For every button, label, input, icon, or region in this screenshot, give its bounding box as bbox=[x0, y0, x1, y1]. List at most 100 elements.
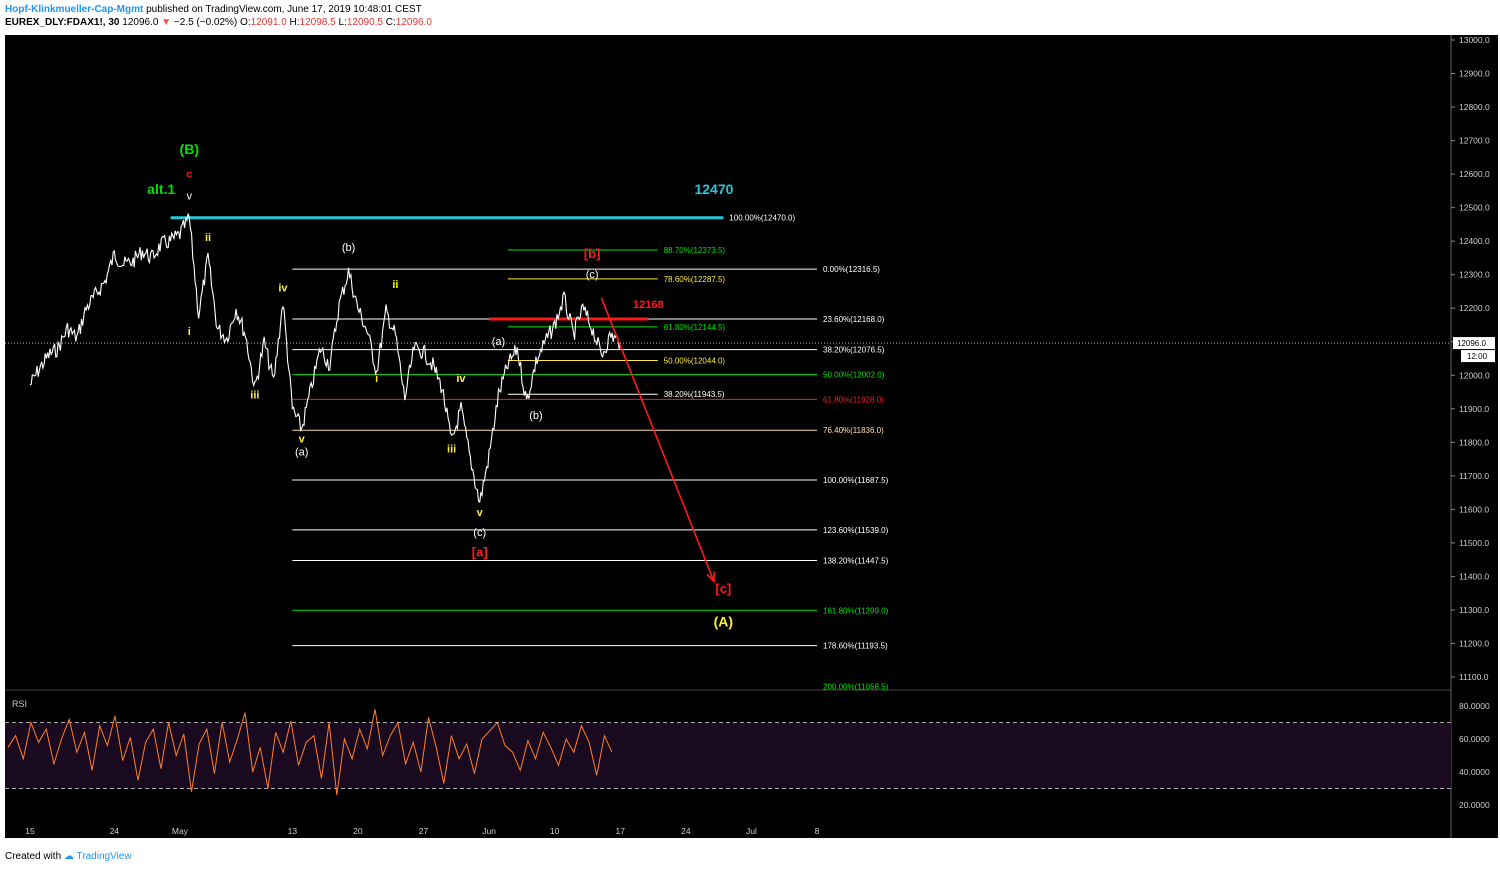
symbol-label: EUREX_DLY:FDAX1!, 30 bbox=[5, 17, 120, 28]
wave-label: iv bbox=[278, 282, 288, 294]
close-value: 12096.0 bbox=[395, 17, 432, 28]
wave-label: alt.1 bbox=[147, 181, 175, 197]
created-with-text: Created with bbox=[5, 851, 62, 862]
price-tick-label: 13000.0 bbox=[1459, 35, 1490, 45]
wave-label: (a) bbox=[492, 336, 505, 348]
rsi-title: RSI bbox=[12, 699, 27, 709]
price-tick-label: 11300.0 bbox=[1459, 605, 1489, 615]
price-tick-label: 12200.0 bbox=[1459, 303, 1490, 313]
last-price: 12096.0 bbox=[122, 17, 159, 28]
rsi-tick-label: 80.0000 bbox=[1459, 701, 1490, 711]
rsi-tick-label: 60.0000 bbox=[1459, 734, 1490, 744]
wave-label: iv bbox=[456, 373, 466, 385]
price-tick-label: 11500.0 bbox=[1459, 538, 1489, 548]
fib-level-label: 78.60%(12287.5) bbox=[664, 275, 726, 284]
open-label: O: bbox=[240, 17, 251, 28]
low-label: L: bbox=[338, 17, 347, 28]
price-tick-label: 12500.0 bbox=[1459, 203, 1490, 213]
header-publish-line: Hopf-Klinkmueller-Cap-Mgmt published on … bbox=[5, 4, 422, 15]
fib-level-label: 50.00%(12002.0) bbox=[823, 371, 885, 380]
fib-level-label: 100.00%(12470.0) bbox=[729, 214, 795, 223]
wave-label: ii bbox=[392, 279, 398, 291]
wave-label: iii bbox=[447, 443, 456, 455]
wave-label: v bbox=[187, 190, 193, 202]
author-link[interactable]: Hopf-Klinkmueller-Cap-Mgmt bbox=[5, 4, 144, 15]
price-tick-label: 12800.0 bbox=[1459, 102, 1490, 112]
price-tick-label: 11200.0 bbox=[1459, 638, 1489, 648]
tradingview-link[interactable]: TradingView bbox=[76, 851, 132, 862]
price-tick-label: 12900.0 bbox=[1459, 69, 1490, 79]
last-price-tag bbox=[1453, 337, 1495, 350]
wave-label: i bbox=[375, 373, 378, 385]
fib-level-label: 178.60%(11193.5) bbox=[823, 642, 888, 651]
fib-level-label: 200.00%(11058.5) bbox=[823, 683, 889, 692]
price-tick-label: 12400.0 bbox=[1459, 236, 1490, 246]
time-tick-label: 24 bbox=[110, 826, 120, 836]
time-tick-label: 24 bbox=[681, 826, 691, 836]
wave-label: (c) bbox=[586, 269, 599, 281]
fib-level-label: 61.80%(12144.5) bbox=[664, 323, 726, 332]
fib-level-label: 76.40%(11836.0) bbox=[823, 426, 884, 435]
price-tick-label: 11900.0 bbox=[1459, 404, 1489, 414]
high-value: 12098.5 bbox=[299, 17, 336, 28]
fib-level-label: 61.80%(11928.0) bbox=[823, 395, 884, 404]
time-axis-background bbox=[5, 820, 1498, 838]
fib-level-label: 138.20%(11447.5) bbox=[823, 556, 889, 565]
fib-level-label: 38.20%(12076.5) bbox=[823, 346, 885, 355]
footer: Created with ☁ TradingView bbox=[5, 851, 132, 862]
fib-level-label: 123.60%(11539.0) bbox=[823, 526, 889, 535]
price-tick-label: 11100.0 bbox=[1459, 672, 1489, 682]
price-axis-background bbox=[1451, 35, 1498, 820]
rsi-tick-label: 40.0000 bbox=[1459, 767, 1490, 777]
tradingview-logo-icon: ☁ bbox=[63, 851, 74, 862]
published-text: published on TradingView.com, June 17, 2… bbox=[146, 4, 422, 15]
rsi-tick-label: 20.0000 bbox=[1459, 800, 1490, 810]
wave-label: (b) bbox=[529, 410, 542, 422]
wave-label: iii bbox=[250, 390, 259, 402]
wave-label: (a) bbox=[295, 447, 308, 459]
close-label: C: bbox=[385, 17, 396, 28]
time-tick-label: 20 bbox=[353, 826, 363, 836]
low-value: 12090.5 bbox=[346, 17, 383, 28]
high-label: H: bbox=[289, 17, 300, 28]
rsi-line bbox=[7, 709, 613, 796]
wave-label: (A) bbox=[714, 614, 733, 630]
header-ohlc-line: EUREX_DLY:FDAX1!, 30 12096.0 ▼ −2.5 (−0.… bbox=[5, 17, 432, 28]
time-tick-label: Jul bbox=[746, 826, 757, 836]
time-tick-label: May bbox=[172, 826, 189, 836]
price-series-line bbox=[29, 213, 621, 504]
fib-level-label: 0.00%(12316.5) bbox=[823, 265, 880, 274]
time-tick-label: 27 bbox=[419, 826, 429, 836]
forecast-arrow-head bbox=[706, 571, 715, 584]
fib-level-label: 100.00%(11687.5) bbox=[823, 476, 889, 485]
price-tick-label: 11400.0 bbox=[1459, 571, 1489, 581]
time-tick-label: 17 bbox=[616, 826, 626, 836]
price-tick-label: 12700.0 bbox=[1459, 136, 1490, 146]
fib-level-label: 50.00%(12044.0) bbox=[664, 357, 726, 366]
wave-label: i bbox=[188, 326, 191, 338]
wave-label: [b] bbox=[584, 246, 601, 261]
wave-label: v bbox=[477, 507, 484, 519]
fib-level-label: 23.60%(12168.0) bbox=[823, 315, 885, 324]
price-tick-label: 12000.0 bbox=[1459, 370, 1490, 380]
wave-label: (b) bbox=[342, 242, 355, 254]
rsi-band-fill bbox=[5, 722, 1451, 789]
wave-label: (B) bbox=[180, 141, 199, 157]
price-tick-label: 11700.0 bbox=[1459, 471, 1489, 481]
wave-label: 12470 bbox=[694, 181, 733, 197]
last-price-label: 12096.0 bbox=[1457, 339, 1486, 348]
wave-label: c bbox=[186, 168, 192, 180]
chart-background bbox=[5, 35, 1451, 820]
price-tick-label: 11600.0 bbox=[1459, 504, 1489, 514]
down-arrow-icon: ▼ bbox=[161, 17, 172, 28]
fib-level-label: 161.80%(11299.0) bbox=[823, 606, 889, 615]
price-tick-label: 12300.0 bbox=[1459, 270, 1490, 280]
time-tick-label: Jun bbox=[482, 826, 496, 836]
time-tick-label: 10 bbox=[550, 826, 560, 836]
wave-label: [a] bbox=[472, 544, 488, 559]
wave-label: ii bbox=[205, 232, 211, 244]
fib-level-label: 88.70%(12373.5) bbox=[664, 246, 726, 255]
last-time-tag bbox=[1461, 350, 1495, 363]
time-tick-label: 15 bbox=[25, 826, 35, 836]
